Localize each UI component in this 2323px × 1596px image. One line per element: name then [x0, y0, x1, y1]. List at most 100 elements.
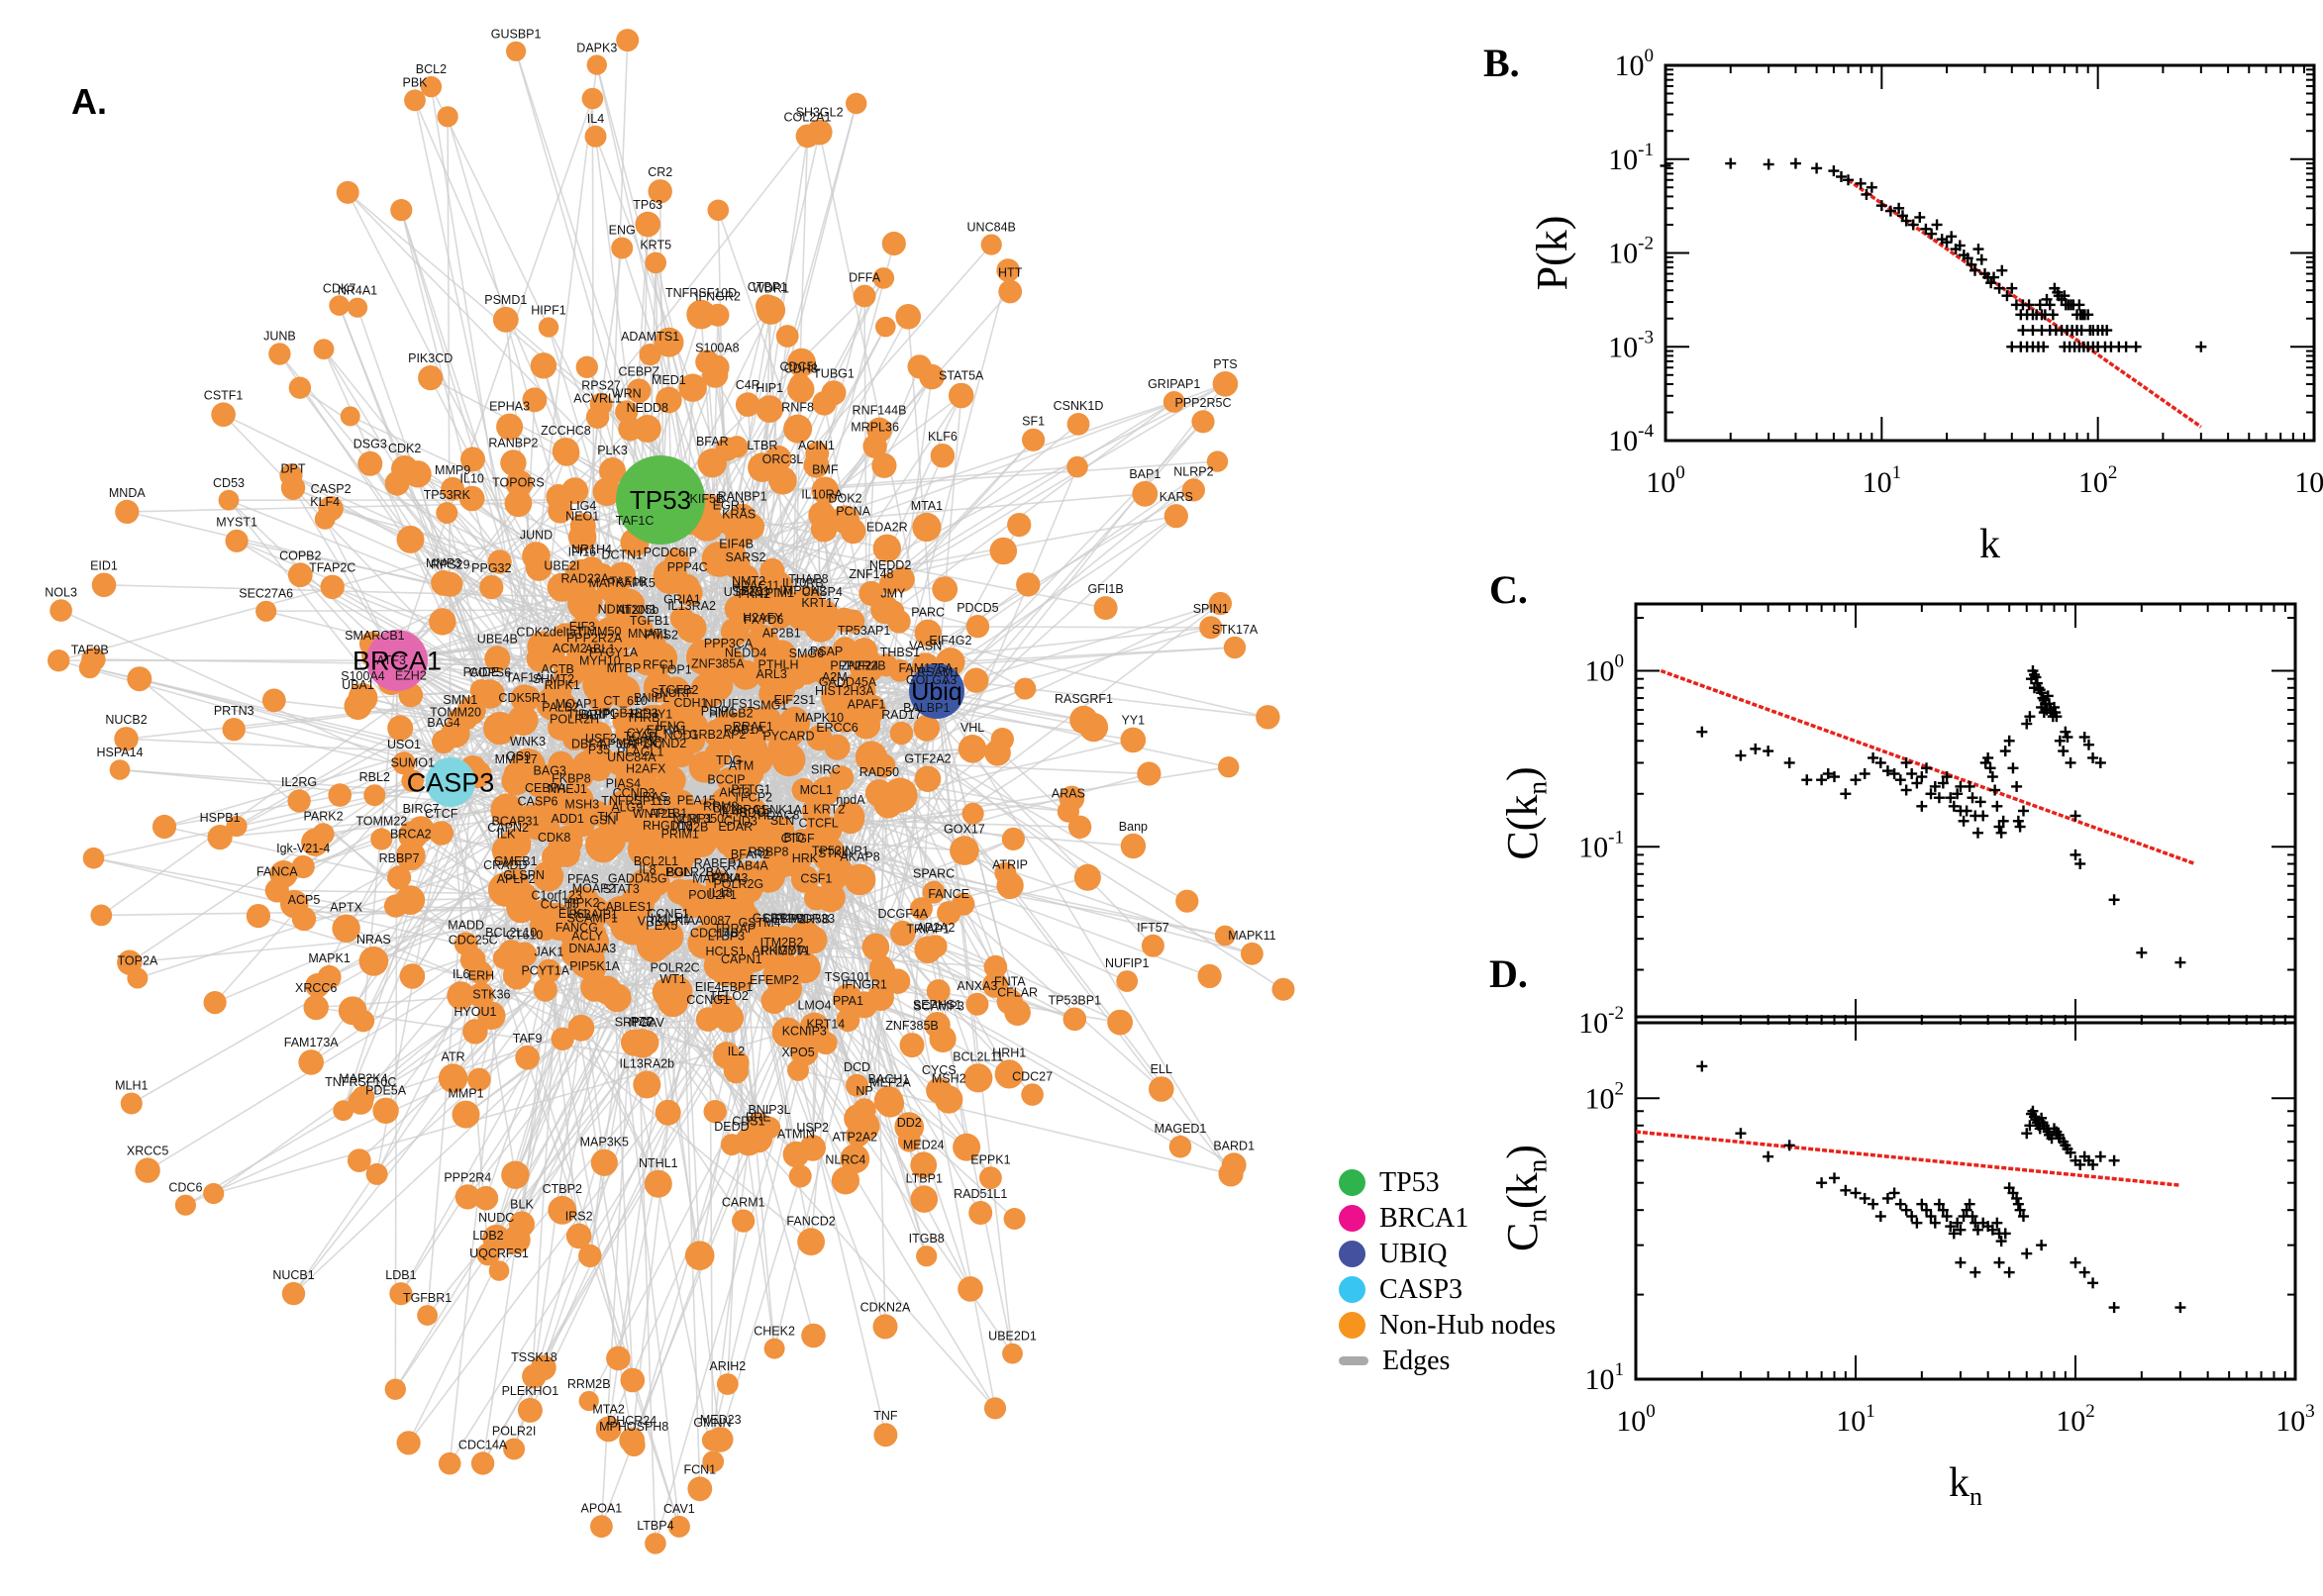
- svg-text:TGFB1: TGFB1: [630, 614, 669, 628]
- svg-text:APAF1: APAF1: [848, 697, 886, 711]
- plot-B: 100 10-1 10-2 10-3 10-4 100 101 102 103 P(k) k: [1528, 46, 2323, 567]
- svg-text:ITGB1BP3: ITGB1BP3: [599, 707, 658, 721]
- svg-text:10-2: 10-2: [1608, 234, 1654, 270]
- svg-text:MNDA: MNDA: [109, 486, 146, 500]
- svg-text:MAPK11: MAPK11: [1228, 929, 1275, 943]
- svg-text:TOPORS: TOPORS: [492, 475, 545, 489]
- svg-text:BRCA1: BRCA1: [353, 646, 442, 675]
- svg-text:GMNN: GMNN: [693, 1416, 731, 1430]
- svg-text:ELL: ELL: [1151, 1062, 1172, 1076]
- svg-text:kn: kn: [1949, 1460, 1982, 1511]
- legend-label: TP53: [1379, 1166, 1440, 1198]
- svg-text:100: 100: [1585, 651, 1625, 688]
- svg-text:HCLS1: HCLS1: [705, 945, 745, 958]
- svg-text:TAF9: TAF9: [513, 1032, 543, 1046]
- svg-text:TOMM22: TOMM22: [355, 815, 407, 829]
- svg-text:CDK8: CDK8: [538, 831, 570, 845]
- svg-text:TP53AP1: TP53AP1: [838, 624, 891, 638]
- svg-text:CDKN2A: CDKN2A: [860, 1300, 911, 1314]
- svg-text:IL2: IL2: [728, 1045, 745, 1058]
- svg-text:CTCFL: CTCFL: [798, 816, 838, 830]
- nonhub-dot-icon: [1339, 1312, 1365, 1339]
- svg-text:SEC27A6: SEC27A6: [239, 587, 293, 601]
- svg-text:HYOU1: HYOU1: [454, 1005, 496, 1019]
- svg-text:CT610: CT610: [506, 929, 544, 943]
- svg-text:ACP5: ACP5: [288, 893, 321, 907]
- svg-text:PIAS4: PIAS4: [606, 776, 641, 790]
- svg-text:RBL2: RBL2: [359, 770, 390, 784]
- svg-text:POLR2I: POLR2I: [492, 1425, 536, 1439]
- svg-text:BAP1: BAP1: [1129, 467, 1161, 481]
- svg-text:CSF1: CSF1: [800, 872, 832, 886]
- svg-text:TSSK18: TSSK18: [511, 1350, 557, 1364]
- svg-text:PPP3CA: PPP3CA: [704, 637, 754, 650]
- svg-text:TAF9B: TAF9B: [71, 643, 109, 656]
- svg-text:LTBP3: LTBP3: [708, 930, 745, 944]
- svg-text:HRAS: HRAS: [634, 790, 668, 804]
- svg-text:COPB2: COPB2: [279, 549, 321, 562]
- tp53-dot-icon: [1339, 1169, 1365, 1196]
- svg-text:IL10RB: IL10RB: [782, 576, 824, 590]
- svg-text:EIF2S1: EIF2S1: [773, 693, 815, 707]
- svg-text:KRT2: KRT2: [813, 803, 845, 817]
- svg-text:FNTA: FNTA: [994, 974, 1026, 988]
- svg-text:BARD1: BARD1: [1213, 1139, 1255, 1152]
- ubiq-dot-icon: [1339, 1241, 1365, 1267]
- svg-text:SCAMP3: SCAMP3: [913, 1000, 963, 1014]
- svg-text:ORC3L: ORC3L: [762, 452, 804, 466]
- svg-text:KARS: KARS: [1160, 490, 1193, 504]
- svg-text:RNF8: RNF8: [781, 401, 814, 415]
- svg-text:TGFBR1: TGFBR1: [403, 1291, 452, 1305]
- svg-text:GOX17: GOX17: [944, 822, 985, 836]
- svg-text:P(k): P(k): [1528, 216, 1576, 291]
- svg-text:RPS27: RPS27: [581, 379, 621, 393]
- svg-text:TNF: TNF: [873, 1409, 898, 1423]
- svg-text:CASP3: CASP3: [407, 767, 495, 797]
- svg-text:ATR: ATR: [442, 1049, 465, 1063]
- svg-text:STK17A: STK17A: [1212, 623, 1259, 637]
- svg-text:STK4: STK4: [818, 847, 849, 860]
- svg-text:ENG: ENG: [609, 224, 636, 238]
- svg-text:EPHA3: EPHA3: [489, 400, 530, 414]
- svg-text:EFEMP2: EFEMP2: [750, 973, 799, 987]
- svg-text:102: 102: [2056, 1401, 2095, 1438]
- svg-text:GRIPAP1: GRIPAP1: [1148, 377, 1200, 391]
- panel-label-d: D.: [1489, 951, 1528, 996]
- legend-item-casp3: CASP3: [1339, 1274, 1556, 1305]
- svg-text:CSTF1: CSTF1: [204, 388, 244, 402]
- svg-text:ARIH2: ARIH2: [709, 1359, 746, 1373]
- svg-text:BCL2: BCL2: [416, 62, 447, 76]
- svg-text:STK36: STK36: [472, 988, 510, 1002]
- svg-text:PALB2: PALB2: [542, 701, 579, 715]
- svg-text:BFAR: BFAR: [696, 435, 729, 449]
- svg-text:GFI1B: GFI1B: [1088, 582, 1124, 596]
- svg-text:PTS: PTS: [1213, 357, 1237, 371]
- panel-label-c: C.: [1489, 567, 1528, 612]
- svg-text:BRCA2: BRCA2: [390, 827, 432, 841]
- svg-text:LTBR: LTBR: [747, 439, 777, 452]
- svg-text:100: 100: [1616, 1401, 1656, 1438]
- svg-text:MRPL36: MRPL36: [851, 421, 899, 435]
- svg-text:RANBP1: RANBP1: [718, 490, 767, 504]
- svg-text:YY1: YY1: [1121, 714, 1145, 728]
- svg-text:FANCD2: FANCD2: [786, 1214, 835, 1228]
- svg-text:PCYT1A: PCYT1A: [521, 964, 569, 978]
- svg-text:CAV1: CAV1: [663, 1502, 695, 1516]
- svg-text:EIF4G2: EIF4G2: [929, 634, 971, 648]
- svg-text:EIF4EBP1: EIF4EBP1: [695, 980, 753, 994]
- svg-text:EPHA1: EPHA1: [647, 724, 687, 738]
- svg-text:TAF1A: TAF1A: [505, 671, 544, 685]
- svg-text:TUBG1: TUBG1: [813, 366, 855, 380]
- svg-text:ACM2: ACM2: [553, 642, 587, 655]
- svg-text:103: 103: [2275, 1401, 2315, 1438]
- svg-text:TP53BP1: TP53BP1: [1049, 994, 1102, 1008]
- svg-text:PLEKHO1: PLEKHO1: [502, 1384, 559, 1398]
- brca1-dot-icon: [1339, 1205, 1365, 1232]
- svg-text:10-2: 10-2: [1578, 1003, 1624, 1040]
- svg-text:UBA1: UBA1: [342, 678, 374, 692]
- svg-text:102: 102: [1585, 1078, 1625, 1115]
- svg-text:TFAP2C: TFAP2C: [309, 561, 355, 575]
- svg-text:ACVRL1: ACVRL1: [573, 392, 622, 406]
- svg-text:APOA1: APOA1: [581, 1501, 623, 1515]
- protein-interaction-network: SEPHS1TEX11SF1PPA1TKTPFASUQCRFS1TRIAP1HY…: [45, 28, 1295, 1554]
